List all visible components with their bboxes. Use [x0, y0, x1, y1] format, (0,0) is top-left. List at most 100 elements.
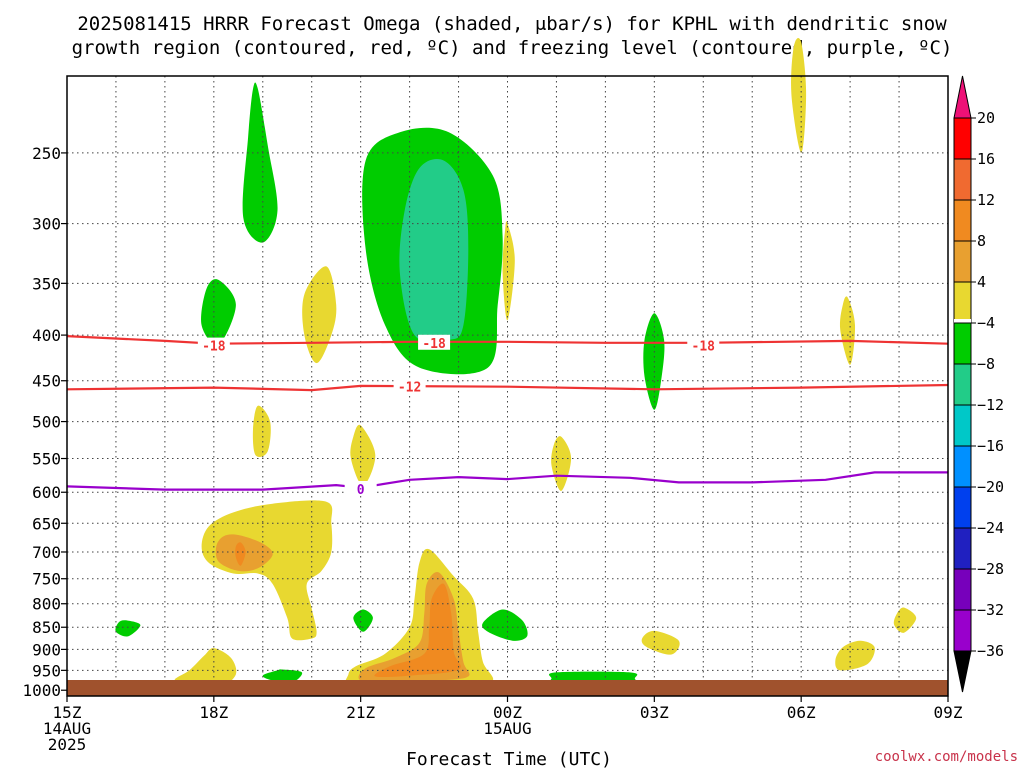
x-tick-label-9-0: 00Z	[493, 703, 522, 722]
omega-region-5	[115, 620, 141, 637]
contour-layer: -18 -18 -18 -12 0	[66, 334, 949, 498]
contour-label-bg-0-0	[197, 337, 230, 353]
omega-region-23	[174, 648, 237, 688]
colorbar-segment-lower-6	[953, 568, 972, 611]
colorbar-tick-label-1: 16	[977, 150, 995, 168]
y-tick-label-1000: 1000	[22, 681, 61, 700]
colorbar-segment-upper-2	[953, 199, 972, 242]
colorbar-tick-label-4: 4	[977, 273, 986, 291]
colorbar-segment-lower-4	[953, 486, 972, 529]
colorbar-segment-upper-0	[953, 117, 972, 160]
colorbar-segment-upper-4	[953, 281, 972, 324]
contour-label-bg-1-0	[393, 378, 426, 394]
y-tick-label-700: 700	[32, 543, 61, 562]
grid-layer	[67, 76, 948, 696]
chart-title-line-2: growth region (contoured, red, ºC) and f…	[72, 37, 953, 59]
omega-region-19	[235, 542, 246, 566]
y-axis-ticks: 250 300 350 400 450 500 550 600 650 700 750 800 850 9…	[22, 144, 67, 700]
x-tick-label-15-0: 06Z	[787, 703, 816, 722]
colorbar: 20 16 12 8 4 −4 −8 −12 −16 −20 −24 −28 −32 −36	[953, 75, 1004, 693]
omega-region-8	[482, 609, 528, 641]
y-tick-label-900: 900	[32, 640, 61, 659]
contour-label-1-0: -12	[398, 381, 421, 396]
contour-label-bg-2-0	[344, 480, 377, 496]
colorbar-tick-label-9: −20	[977, 478, 1004, 496]
omega-region-22	[374, 583, 461, 678]
chart-title-line-1: 2025081415 HRRR Forecast Omega (shaded, …	[77, 13, 947, 35]
omega-region-12	[302, 266, 337, 364]
colorbar-over-arrow	[953, 75, 972, 119]
contour-label-bg-0-1	[418, 334, 451, 350]
colorbar-tick-label-13: −36	[977, 642, 1004, 660]
y-tick-label-350: 350	[32, 274, 61, 293]
omega-region-1	[399, 159, 469, 343]
x-tick-label-0-1: 14AUG	[43, 719, 91, 738]
y-tick-label-550: 550	[32, 450, 61, 469]
colorbar-segment-lower-2	[953, 404, 972, 447]
y-tick-label-250: 250	[32, 144, 61, 163]
contour-label-0-2: -18	[692, 340, 716, 355]
colorbar-tick-label-2: 12	[977, 191, 995, 209]
x-tick-label-3-0: 18Z	[199, 703, 228, 722]
colorbar-white-join	[954, 319, 971, 323]
colorbar-tick-label-5: −4	[977, 314, 995, 332]
x-tick-label-9-1: 15AUG	[483, 719, 531, 738]
y-tick-label-800: 800	[32, 595, 61, 614]
x-tick-label-12-0: 03Z	[640, 703, 669, 722]
colorbar-segment-lower-7	[953, 609, 972, 652]
x-tick-label-0-0: 15Z	[53, 703, 82, 722]
omega-shading-layer	[115, 37, 917, 688]
y-tick-label-600: 600	[32, 483, 61, 502]
omega-region-25	[835, 640, 875, 671]
colorbar-segment-upper-1	[953, 158, 972, 201]
omega-region-2	[242, 82, 278, 243]
omega-region-7	[353, 609, 373, 632]
colorbar-tick-label-12: −32	[977, 601, 1004, 619]
colorbar-tick-label-3: 8	[977, 232, 986, 250]
colorbar-tick-label-11: −28	[977, 560, 1004, 578]
colorbar-segment-upper-3	[953, 240, 972, 283]
colorbar-under-arrow	[953, 650, 972, 693]
omega-region-3	[201, 279, 236, 346]
omega-region-14	[252, 405, 271, 457]
colorbar-tick-label-8: −16	[977, 437, 1004, 455]
contour-label-0-1: -18	[422, 337, 446, 352]
omega-region-6	[262, 669, 303, 683]
contour-label-2-0: 0	[357, 483, 365, 498]
colorbar-segment-lower-0	[953, 322, 972, 365]
y-tick-label-500: 500	[32, 413, 61, 432]
omega-region-15	[350, 424, 376, 486]
colorbar-tick-label-0: 20	[977, 109, 995, 127]
colorbar-segment-lower-5	[953, 527, 972, 570]
y-tick-label-300: 300	[32, 215, 61, 234]
x-tick-label-0-2: 2025	[48, 735, 87, 754]
y-tick-label-950: 950	[32, 661, 61, 680]
colorbar-tick-label-10: −24	[977, 519, 1004, 537]
contour-line-1	[66, 383, 949, 392]
contour-line-0	[66, 335, 949, 345]
colorbar-segment-lower-1	[953, 363, 972, 406]
omega-region-13	[839, 296, 856, 365]
x-tick-label-18-0: 09Z	[934, 703, 963, 722]
ground-layer	[67, 680, 948, 696]
ground-bar	[67, 680, 948, 696]
credit-text: coolwx.com/models	[875, 749, 1018, 765]
contour-line-2	[66, 471, 948, 491]
y-tick-label-400: 400	[32, 326, 61, 345]
contour-label-bg-0-2	[687, 337, 720, 353]
colorbar-tick-label-7: −12	[977, 396, 1004, 414]
omega-region-10	[791, 37, 807, 153]
y-tick-label-750: 750	[32, 570, 61, 589]
omega-region-24	[641, 630, 680, 655]
y-tick-label-450: 450	[32, 372, 61, 391]
y-tick-label-650: 650	[32, 514, 61, 533]
colorbar-tick-label-6: −8	[977, 355, 995, 373]
colorbar-segment-lower-3	[953, 445, 972, 488]
omega-region-11	[502, 221, 515, 321]
y-tick-label-850: 850	[32, 618, 61, 637]
x-tick-label-6-0: 21Z	[346, 703, 375, 722]
contour-label-0-0: -18	[202, 340, 226, 355]
x-axis-label: Forecast Time (UTC)	[406, 749, 612, 768]
